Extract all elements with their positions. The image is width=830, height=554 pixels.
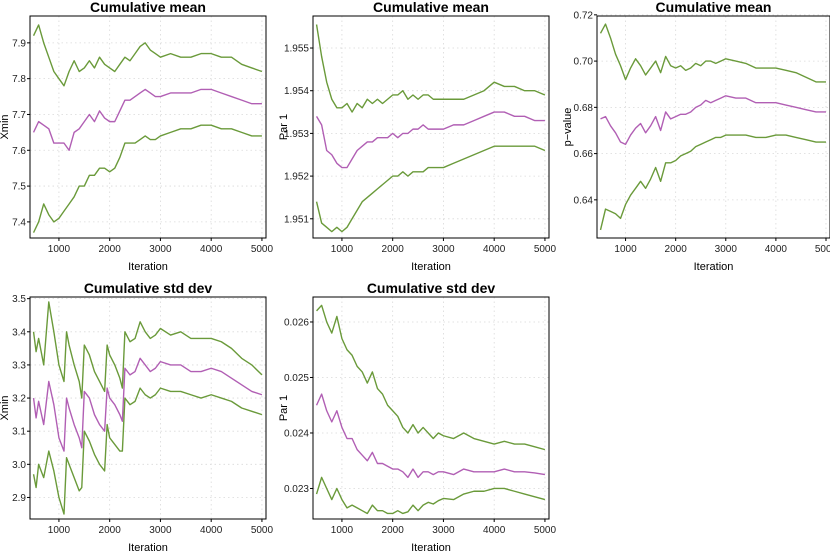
y-tick-label: 0.024: [284, 428, 309, 439]
y-tick-label: 7.9: [12, 38, 26, 49]
y-tick-label: 7.5: [12, 182, 26, 193]
x-tick-label: 4000: [765, 244, 788, 255]
series-line-upper: [32, 24, 263, 87]
x-tick-label: 2000: [382, 244, 405, 255]
x-axis-label: Iteration: [694, 261, 734, 273]
series-line-mean: [315, 111, 545, 169]
series-line-lower: [315, 476, 546, 515]
x-tick-label: 5000: [251, 244, 274, 255]
x-tick-label: 3000: [432, 525, 455, 536]
series-line-upper: [316, 304, 546, 451]
x-axis-label: Iteration: [128, 542, 168, 554]
y-tick-label: 0.026: [284, 317, 309, 328]
panel-title: Cumulative mean: [656, 0, 772, 15]
panel-title: Cumulative mean: [90, 0, 206, 15]
x-tick-label: 1000: [614, 244, 637, 255]
series-line-mean: [32, 88, 262, 151]
y-tick-label: 1.951: [284, 214, 309, 225]
x-tick-label: 2000: [382, 525, 405, 536]
x-tick-label: 1000: [331, 525, 354, 536]
panel-title: Cumulative mean: [373, 0, 489, 15]
y-tick-label: 7.6: [12, 146, 26, 157]
plot-frame: [596, 15, 830, 239]
x-tick-label: 4000: [483, 244, 506, 255]
y-tick-label: 3.5: [12, 294, 26, 305]
y-axis-label: p−value: [562, 108, 574, 147]
plot-frame: [312, 296, 550, 520]
y-tick-label: 0.72: [574, 10, 594, 21]
y-tick-label: 0.70: [574, 57, 594, 68]
x-tick-label: 5000: [815, 244, 830, 255]
panel-title: Cumulative std dev: [84, 280, 213, 296]
y-tick-label: 3.0: [12, 460, 26, 471]
x-tick-label: 5000: [534, 244, 557, 255]
y-tick-label: 1.953: [284, 129, 309, 140]
series-line-mean: [32, 357, 263, 452]
series-line-lower: [315, 145, 546, 233]
series-line-upper: [599, 23, 826, 83]
x-tick-label: 4000: [200, 525, 223, 536]
series-line-mean: [600, 95, 826, 146]
x-tick-label: 4000: [200, 244, 223, 255]
series-line-lower: [32, 124, 262, 233]
y-tick-label: 7.4: [12, 217, 26, 228]
series-line-lower: [599, 134, 826, 231]
y-axis-label: Xmin: [0, 114, 11, 139]
x-tick-label: 5000: [534, 525, 557, 536]
x-tick-label: 3000: [149, 244, 172, 255]
series-line-lower: [32, 387, 263, 515]
y-tick-label: 7.8: [12, 74, 26, 85]
y-tick-label: 1.955: [284, 44, 309, 55]
y-tick-label: 0.025: [284, 373, 309, 384]
series-line-upper: [32, 301, 263, 399]
y-axis-label: Xmin: [0, 395, 11, 420]
series-line-upper: [315, 24, 546, 113]
y-tick-label: 3.2: [12, 394, 26, 405]
y-tick-label: 7.7: [12, 110, 26, 121]
y-tick-label: 0.68: [574, 103, 594, 114]
panel-3: Cumulative mean 1000 2000 3000 4000 5000 0.64 0…: [562, 0, 830, 273]
x-tick-label: 4000: [483, 525, 506, 536]
y-tick-label: 3.1: [12, 427, 26, 438]
series-line-mean: [315, 393, 546, 479]
x-axis-label: Iteration: [128, 261, 168, 273]
panel-1: Cumulative mean 1000 2000 3000 4000 5000 7.4 7.…: [0, 0, 273, 273]
x-tick-label: 5000: [251, 525, 274, 536]
plot-frame: [312, 15, 550, 239]
plot-frame: [29, 15, 267, 239]
y-axis-label: Par 1: [278, 395, 290, 421]
x-tick-label: 3000: [432, 244, 455, 255]
panel-2: Cumulative mean 1000 2000 3000 4000 5000 1.951…: [278, 0, 556, 273]
x-tick-label: 2000: [665, 244, 688, 255]
y-tick-label: 0.66: [574, 149, 594, 160]
x-axis-label: Iteration: [411, 542, 451, 554]
x-tick-label: 3000: [715, 244, 738, 255]
y-tick-label: 1.954: [284, 86, 309, 97]
x-tick-label: 2000: [99, 525, 122, 536]
x-tick-label: 1000: [331, 244, 354, 255]
panel-5: Cumulative std dev 1000 2000 3000 4000 5000 0.…: [278, 280, 556, 554]
y-tick-label: 3.3: [12, 360, 26, 371]
x-tick-label: 2000: [99, 244, 122, 255]
x-axis-label: Iteration: [411, 261, 451, 273]
x-tick-label: 1000: [48, 244, 71, 255]
y-tick-label: 2.9: [12, 493, 26, 504]
y-tick-label: 3.4: [12, 327, 26, 338]
x-tick-label: 1000: [48, 525, 71, 536]
y-tick-label: 1.952: [284, 172, 309, 183]
x-tick-label: 3000: [149, 525, 172, 536]
panel-title: Cumulative std dev: [367, 280, 496, 296]
y-axis-label: Par 1: [278, 114, 290, 140]
y-tick-label: 0.64: [574, 195, 594, 206]
panel-4: Cumulative std dev 1000 2000 3000 4000 5000 2.…: [0, 280, 273, 554]
y-tick-label: 0.023: [284, 484, 309, 495]
plot-frame: [29, 296, 267, 520]
